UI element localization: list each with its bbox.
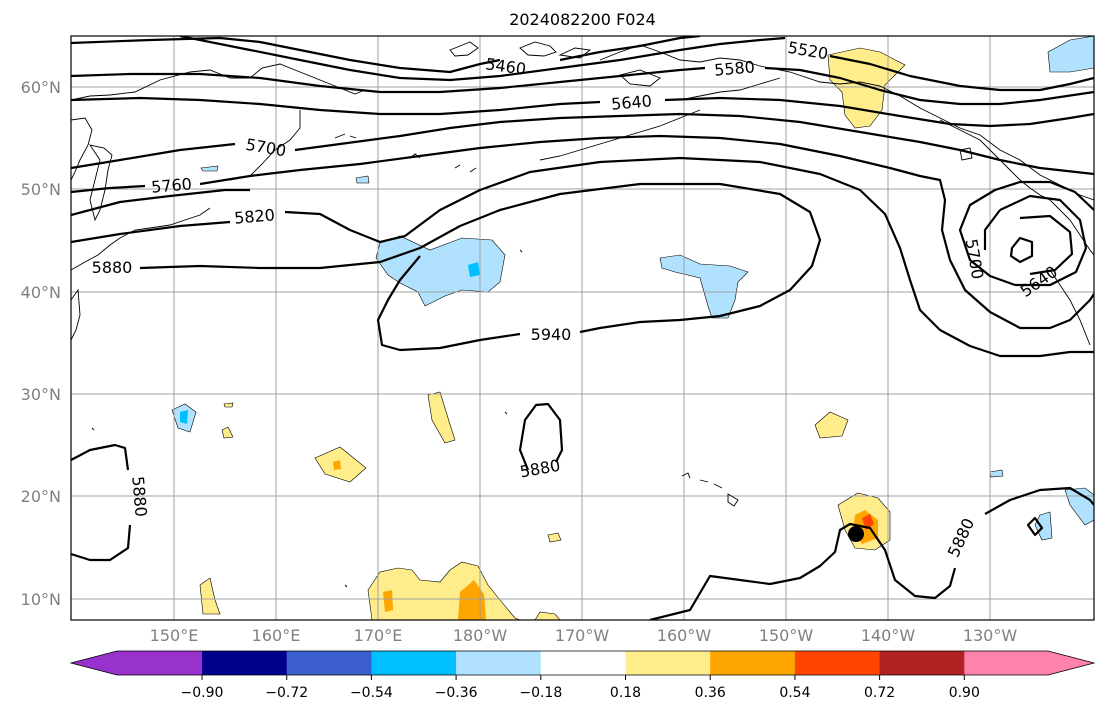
grid-lines <box>71 36 1094 620</box>
colorbar-tick-label: −0.54 <box>350 685 393 701</box>
colorbar: −0.90 −0.72 −0.54 −0.36 −0.18 0.18 0.36 0.54 0.7… <box>69 650 1096 701</box>
longitude-axis: 150°E 160°E 170°E 180°W 170°W 160°W 150°… <box>150 626 1018 645</box>
map-title: 2024082200 F024 <box>509 10 656 29</box>
colorbar-segment <box>371 651 457 675</box>
shade-region <box>1047 36 1094 73</box>
shade-region <box>199 577 221 615</box>
lon-label: 160°W <box>657 626 712 645</box>
colorbar-segment <box>625 651 711 675</box>
shade-region <box>383 590 393 612</box>
lon-label: 170°W <box>555 626 610 645</box>
lon-label: 150°W <box>759 626 814 645</box>
contour-label: 5760 <box>150 174 192 196</box>
shade-region <box>814 411 849 439</box>
colorbar-tick-label: 0.36 <box>695 685 726 701</box>
contour-label: 5580 <box>713 57 755 79</box>
lon-label: 170°E <box>354 626 403 645</box>
shade-region <box>180 410 188 424</box>
shade-region <box>547 532 562 543</box>
colorbar-tick-label: −0.90 <box>181 685 224 701</box>
lat-label: 60°N <box>21 78 61 97</box>
lon-label: 180°W <box>453 626 508 645</box>
colorbar-tick-label: −0.36 <box>435 685 478 701</box>
lat-label: 10°N <box>21 590 61 609</box>
lon-label: 150°E <box>150 626 199 645</box>
colorbar-segment <box>710 651 796 675</box>
shade-region <box>333 460 341 470</box>
map-frame <box>70 35 1095 621</box>
contour-label: 5820 <box>233 205 275 227</box>
lon-label: 140°W <box>861 626 916 645</box>
colorbar-tick-label: 0.54 <box>779 685 810 701</box>
colorbar-tick-label: 0.18 <box>610 685 641 701</box>
colorbar-segment <box>879 651 965 675</box>
shade-region <box>355 175 370 184</box>
shade-region <box>221 426 234 439</box>
lon-label: 160°E <box>252 626 301 645</box>
colorbar-segment <box>794 651 881 675</box>
colorbar-segment <box>456 651 542 675</box>
colorbar-tick-label: −0.72 <box>265 685 308 701</box>
lon-label: 130°W <box>963 626 1018 645</box>
coastlines <box>71 41 1094 588</box>
shade-region <box>223 402 234 408</box>
latitude-axis: 60°N 50°N 40°N 30°N 20°N 10°N <box>21 78 61 609</box>
colorbar-tick-label: 0.72 <box>864 685 895 701</box>
lat-label: 30°N <box>21 385 61 404</box>
shade-region <box>375 235 506 307</box>
colorbar-segment <box>71 651 202 675</box>
shade-region <box>427 391 456 444</box>
shade-region <box>1034 511 1053 541</box>
colorbar-ticks: −0.90 −0.72 −0.54 −0.36 −0.18 0.18 0.36 0.54 0.7… <box>181 675 980 701</box>
colorbar-outline <box>69 650 1096 676</box>
contour-label: 5940 <box>531 325 572 344</box>
lat-label: 50°N <box>21 180 61 199</box>
shade-region <box>200 165 219 172</box>
colorbar-segment <box>286 651 372 675</box>
colorbar-segments <box>71 651 1094 675</box>
shade-region <box>534 611 561 620</box>
map-plot-area: 5460 5520 5580 5640 5700 5760 5820 5880 … <box>71 36 1094 620</box>
storm-position-dot <box>848 526 864 542</box>
shade-region <box>989 469 1004 478</box>
lat-label: 20°N <box>21 487 61 506</box>
colorbar-segment <box>540 651 626 675</box>
lat-label: 40°N <box>21 283 61 302</box>
colorbar-tick-label: 0.90 <box>949 685 980 701</box>
shade-region <box>458 580 486 620</box>
colorbar-segment <box>964 651 1094 675</box>
colorbar-tick-label: −0.18 <box>519 685 562 701</box>
colorbar-segment <box>202 651 288 675</box>
shade-region <box>659 254 749 319</box>
contour-label: 5640 <box>610 91 652 113</box>
contour-label: 5880 <box>92 258 133 277</box>
shade-region <box>468 262 480 277</box>
contour-label: 5880 <box>128 475 150 517</box>
height-contours <box>71 36 1094 620</box>
